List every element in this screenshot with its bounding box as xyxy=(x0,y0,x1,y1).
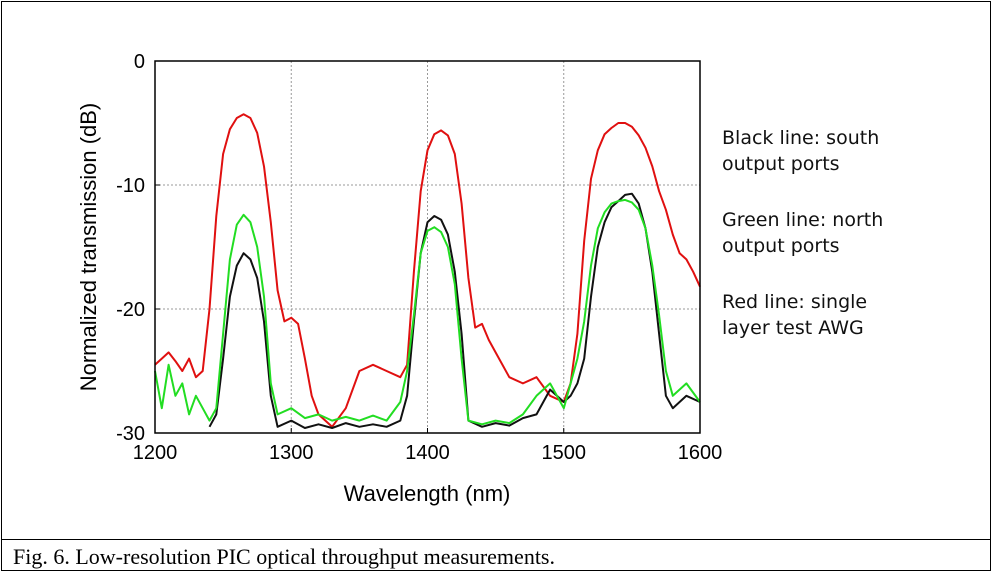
figure-caption: Fig. 6. Low-resolution PIC optical throu… xyxy=(13,544,555,569)
legend-black-line2: output ports xyxy=(722,153,840,175)
legend-green-line1: Green line: north xyxy=(722,209,884,231)
y-tick-label: -20 xyxy=(116,299,145,321)
x-tick-label: 1300 xyxy=(269,442,314,464)
caption-row: Fig. 6. Low-resolution PIC optical throu… xyxy=(1,539,991,572)
x-axis-label: Wavelength (nm) xyxy=(344,481,511,506)
series-red-line xyxy=(154,113,701,428)
legend-red-line1: Red line: single xyxy=(722,291,868,313)
legend-red-line2: layer test AWG xyxy=(722,317,864,339)
legend-green: Green line: north output ports xyxy=(722,207,982,259)
ticks: 1200 1300 1400 1500 1600 0 -10 -20 -30 xyxy=(116,51,722,464)
x-tick-label: 1400 xyxy=(405,442,450,464)
x-tick-label: 1600 xyxy=(678,442,723,464)
legend-red: Red line: single layer test AWG xyxy=(722,289,982,341)
series-black-line xyxy=(208,192,701,429)
legend-green-line2: output ports xyxy=(722,235,840,257)
y-tick-label: -30 xyxy=(116,423,145,445)
series-layer xyxy=(154,113,701,429)
series-green-line xyxy=(154,198,701,426)
x-tick-label: 1200 xyxy=(133,442,178,464)
grid xyxy=(155,61,700,433)
y-tick-label: 0 xyxy=(134,51,145,73)
legend-black-line1: Black line: south xyxy=(722,127,880,149)
y-axis-label: Normalized transmission (dB) xyxy=(76,103,101,392)
chart: 1200 1300 1400 1500 1600 0 -10 -20 -30 Normalize… xyxy=(76,51,722,506)
legend-black: Black line: south output ports xyxy=(722,125,982,177)
y-tick-label: -10 xyxy=(116,175,145,197)
x-tick-label: 1500 xyxy=(542,442,587,464)
